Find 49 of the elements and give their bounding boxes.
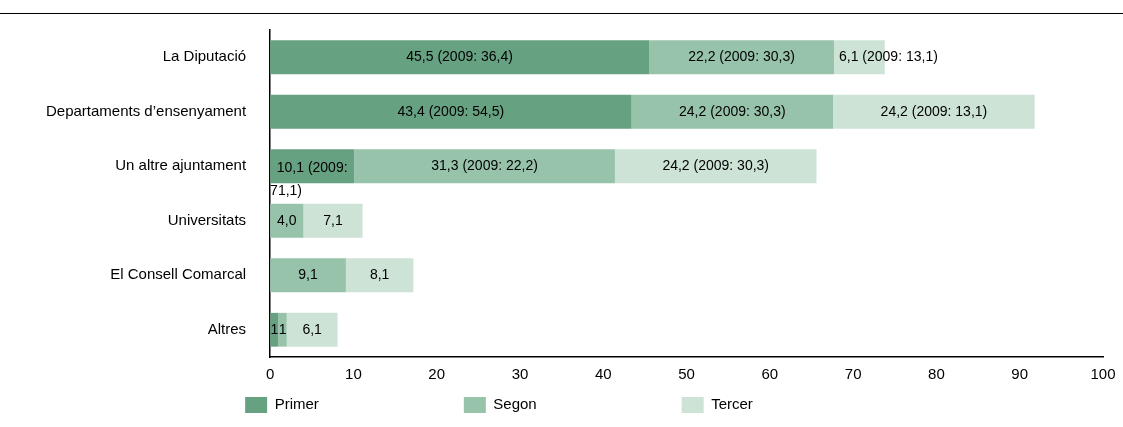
legend-label: Primer bbox=[274, 395, 454, 413]
bar bbox=[354, 149, 615, 184]
bar bbox=[270, 203, 304, 238]
x-tick-label: 20 bbox=[428, 365, 446, 383]
legend-label: Tercer bbox=[711, 395, 888, 413]
y-tick-label: Altres bbox=[207, 319, 247, 337]
data-label: 6,1 bbox=[302, 320, 323, 337]
data-label: 24,2 (2009: 13,1) bbox=[880, 102, 988, 119]
data-label: 10,1 (2009: 71,1) bbox=[270, 159, 348, 198]
data-label: 1 bbox=[278, 320, 287, 337]
x-tick-label: 90 bbox=[1011, 365, 1029, 383]
bar bbox=[270, 258, 346, 293]
data-label: 24,2 (2009: 30,3) bbox=[662, 157, 770, 174]
bar bbox=[833, 94, 1035, 129]
x-tick-label: 80 bbox=[928, 365, 945, 383]
data-label: 8,1 bbox=[369, 266, 390, 283]
x-tick-label: 70 bbox=[844, 365, 862, 383]
x-tick-label: 0 bbox=[265, 365, 275, 383]
data-label: 43,4 (2009: 54,5) bbox=[397, 102, 505, 119]
data-label: 31,3 (2009: 22,2) bbox=[431, 157, 538, 174]
data-label: 7,1 bbox=[323, 211, 343, 228]
y-tick-label: La Diputació bbox=[162, 47, 247, 65]
bar bbox=[270, 94, 632, 129]
data-label: 4,0 bbox=[277, 211, 297, 228]
x-tick-label: 50 bbox=[678, 365, 695, 383]
data-label: 22,2 (2009: 30,3) bbox=[688, 48, 795, 65]
y-tick-label: Un altre ajuntament bbox=[115, 156, 247, 174]
y-tick-label: Departaments d’ensenyament bbox=[45, 101, 247, 119]
data-label: 45,5 (2009: 36,4) bbox=[406, 48, 513, 65]
bar bbox=[631, 94, 834, 129]
bar bbox=[303, 203, 363, 238]
bar bbox=[270, 40, 650, 75]
x-tick-label: 30 bbox=[511, 365, 529, 383]
x-tick-label: 40 bbox=[594, 365, 612, 383]
bar bbox=[278, 312, 287, 347]
bar bbox=[286, 312, 338, 347]
x-tick-label: 100 bbox=[1090, 365, 1116, 383]
bar bbox=[614, 149, 817, 184]
x-tick-label: 60 bbox=[761, 365, 779, 383]
bar bbox=[649, 40, 834, 75]
y-tick-label: El Consell Comarcal bbox=[110, 265, 247, 283]
x-tick-label: 10 bbox=[345, 365, 362, 383]
y-tick-label: Universitats bbox=[167, 210, 247, 228]
data-label: 24,2 (2009: 30,3) bbox=[679, 102, 786, 119]
data-label: 9,1 bbox=[298, 266, 318, 283]
data-label: 1 bbox=[270, 320, 279, 337]
legend-label: Segon bbox=[493, 395, 672, 413]
bar bbox=[345, 258, 414, 293]
data-label: 6,1 (2009: 13,1) bbox=[838, 48, 938, 65]
